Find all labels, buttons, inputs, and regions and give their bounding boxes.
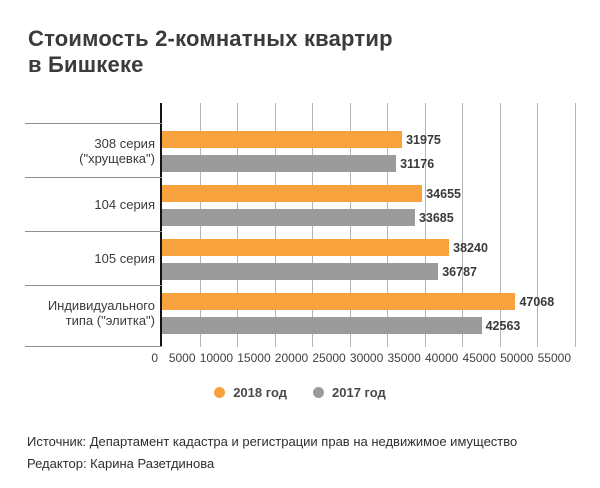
- x-axis-tick-label: 30000: [349, 351, 384, 365]
- chart-plot: 308 серия ("хрущевка") 31975 31176 104 сери…: [25, 103, 576, 347]
- bar-line: 38240: [162, 239, 575, 256]
- bar-2017: [162, 155, 397, 172]
- bar-line: 34655: [162, 185, 575, 202]
- legend-label: 2018 год: [233, 384, 287, 400]
- bar-group: 47068 42563: [162, 285, 575, 339]
- x-axis: 0 5000 10000 15000 20000 25000 30000 35000 40000…: [151, 347, 575, 367]
- gridline: [424, 103, 426, 347]
- bar-2018: [162, 131, 403, 148]
- bar-2018: [162, 239, 450, 256]
- category-label: 105 серия: [25, 231, 162, 285]
- gridline: [575, 103, 576, 347]
- x-axis-tick-label: 50000: [500, 351, 534, 365]
- x-axis-tick-label: 20000: [274, 351, 309, 365]
- bar-line: 42563: [162, 317, 575, 334]
- bar-2018: [162, 185, 423, 202]
- bar-value-label: 34655: [426, 186, 461, 201]
- bar-line: 31975: [162, 131, 575, 148]
- bar-value-label: 42563: [485, 318, 521, 333]
- bar-group: 34655 33685: [162, 177, 575, 231]
- bar-value-label: 38240: [453, 240, 488, 255]
- bar-2017: [162, 209, 415, 226]
- bar-2018: [162, 293, 516, 310]
- category-label: 308 серия ("хрущевка"): [25, 123, 162, 177]
- x-axis-tick-label: 35000: [387, 351, 421, 365]
- category-row: 104 серия 34655 33685: [25, 177, 575, 231]
- x-axis-tick-label: 15000: [237, 351, 271, 365]
- bar-line: 47068: [162, 293, 575, 310]
- bar-2017: [162, 317, 482, 334]
- category-row: Индивидуального типа ("элитка") 47068 4256…: [25, 285, 575, 339]
- legend-label: 2017 год: [332, 384, 386, 400]
- category-label: 104 серия: [25, 177, 162, 231]
- bar-line: 31176: [162, 155, 575, 172]
- bar-group: 38240 36787: [162, 231, 575, 285]
- bar-chart: 308 серия ("хрущевка") 31975 31176 104 сери…: [25, 103, 576, 367]
- legend-item: 2018 год: [214, 385, 287, 400]
- bar-2017: [162, 263, 439, 280]
- bar-value-label: 31975: [406, 132, 441, 147]
- gridline: [462, 103, 464, 347]
- page-title-line2: в Бишкеке: [28, 52, 144, 77]
- bar-group: 31975 31176: [162, 123, 575, 177]
- x-axis-tick-label: 40000: [424, 351, 459, 365]
- x-axis-tick-label: 5000: [168, 351, 196, 365]
- legend-marker-2017-icon: [313, 386, 324, 398]
- page-title-line1: Стоимость 2-комнатных квартир: [28, 26, 393, 51]
- bar-line: 33685: [162, 209, 575, 226]
- editor-line: Редактор: Карина Разетдинова: [27, 456, 215, 471]
- legend-item: 2017 год: [313, 385, 386, 400]
- source-line: Источник: Департамент кадастра и регистр…: [27, 434, 518, 449]
- bar-value-label: 47068: [519, 294, 555, 309]
- x-axis-tick-label: 25000: [312, 351, 346, 365]
- category-row: 105 серия 38240 36787: [25, 231, 575, 285]
- footer: Источник: Департамент кадастра и регистр…: [0, 400, 600, 475]
- bar-value-label: 33685: [418, 210, 454, 225]
- gridline: [537, 103, 539, 347]
- bar-value-label: 31176: [400, 156, 435, 171]
- category-label: Индивидуального типа ("элитка"): [25, 285, 162, 339]
- page-title: Стоимость 2-комнатных квартир в Бишкеке: [0, 0, 600, 78]
- bar-line: 36787: [162, 263, 575, 280]
- x-axis-tick-label: 55000: [537, 351, 571, 365]
- x-axis-tick-label: 45000: [462, 351, 496, 365]
- legend-marker-2018-icon: [214, 386, 226, 398]
- bar-value-label: 36787: [442, 264, 477, 279]
- category-row: 308 серия ("хрущевка") 31975 31176: [25, 123, 575, 177]
- x-axis-tick-label: 0: [151, 351, 158, 365]
- gridline: [499, 103, 501, 347]
- chart-legend: 2018 год 2017 год: [0, 384, 600, 400]
- x-axis-tick-label: 10000: [199, 351, 234, 365]
- gutter-bottom-divider: [25, 346, 162, 347]
